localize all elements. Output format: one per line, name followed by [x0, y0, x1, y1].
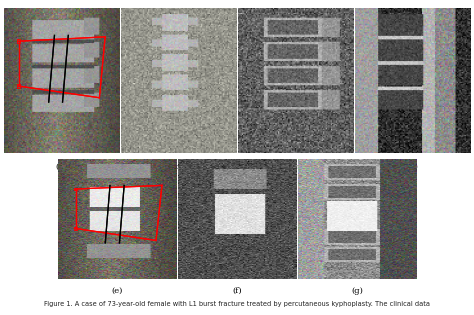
Text: (c): (c) [290, 163, 301, 171]
Bar [18, 39, 20, 43]
Bar [74, 227, 77, 230]
Bar [74, 187, 77, 191]
Text: Figure 1. A case of 73-year-old female with L1 burst fracture treated by percuta: Figure 1. A case of 73-year-old female w… [44, 301, 430, 307]
Text: (g): (g) [351, 287, 363, 295]
Text: (b): (b) [173, 163, 184, 171]
Text: (a): (a) [56, 163, 67, 171]
Bar [74, 227, 77, 230]
Bar [18, 84, 20, 88]
Text: (f): (f) [232, 287, 242, 295]
Text: (d): (d) [407, 163, 419, 171]
Text: (e): (e) [111, 287, 123, 295]
Bar [18, 39, 20, 43]
Bar [74, 187, 77, 191]
Bar [18, 84, 20, 88]
